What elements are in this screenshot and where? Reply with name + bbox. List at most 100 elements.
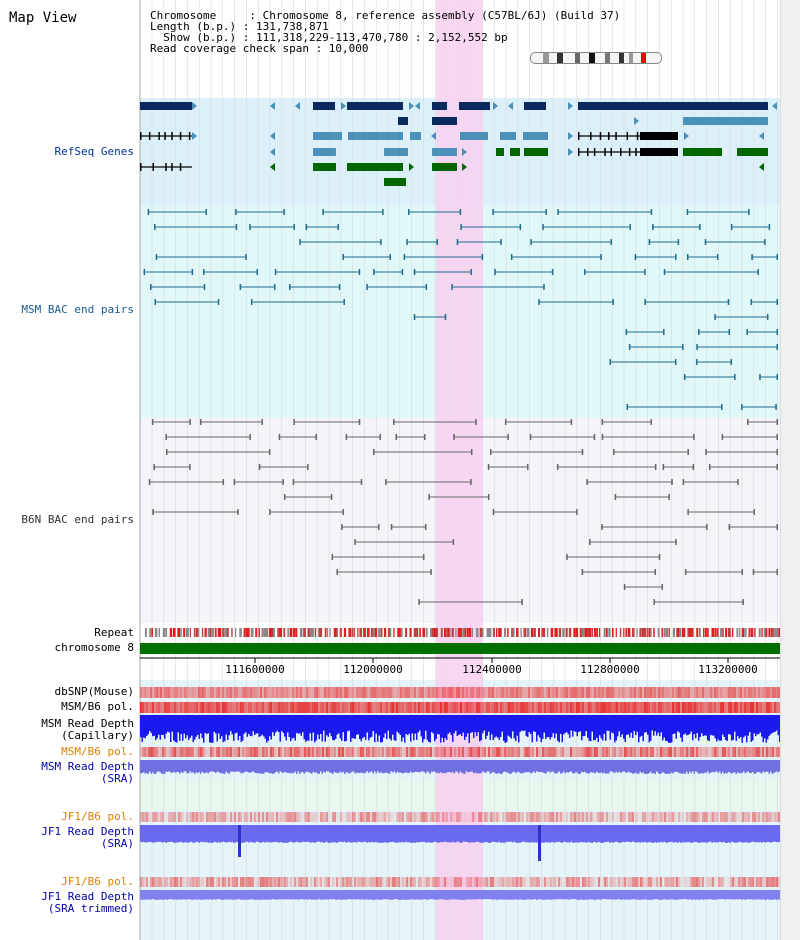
heat-cell [748,702,750,713]
bac-end [542,224,544,230]
depth-bar [390,760,392,772]
heat-cell [312,812,314,822]
depth-bar [593,890,595,900]
track-label-msm-depth-sra-1[interactable]: MSM Read Depth [41,760,134,773]
heat-cell [378,877,380,887]
track-label-chromosome[interactable]: chromosome 8 [54,641,134,654]
repeat-element [413,628,416,637]
heat-cell [608,687,610,698]
gene-exon [158,132,160,140]
depth-bar [468,715,470,743]
depth-bar [308,715,310,741]
repeat-element [224,628,227,637]
depth-bar [554,825,556,843]
depth-bar [624,760,626,772]
depth-bar [492,890,494,900]
repeat-element [543,628,546,637]
heat-cell [522,747,524,757]
depth-bar [314,760,316,773]
heat-cell [336,877,338,887]
heat-cell [450,687,452,698]
track-label-msm-b6-pol[interactable]: MSM/B6 pol. [61,700,134,713]
depth-bar [446,760,448,773]
depth-bar [369,825,371,843]
depth-bar [546,760,548,772]
depth-bar [521,825,523,843]
depth-bar [621,825,623,843]
depth-bar [296,825,298,842]
depth-bar [282,890,284,900]
heat-cell [772,812,774,822]
depth-bar [320,760,322,772]
heat-cell [240,877,242,887]
track-label-jf1-b6-pol-2[interactable]: JF1/B6 pol. [61,875,134,888]
depth-bar [468,825,470,843]
heat-cell [600,702,602,713]
heat-cell [202,687,204,698]
heat-cell [704,687,706,698]
bac-end [153,464,155,470]
depth-bar [360,890,362,900]
depth-bar [575,890,577,900]
heat-cell [634,747,636,757]
heat-cell [504,687,506,698]
heat-cell [568,812,570,822]
depth-bar [522,760,524,774]
depth-bar [672,890,674,900]
track-label-dbsnp[interactable]: dbSNP(Mouse) [54,685,134,698]
depth-bar [345,825,347,843]
gene-block [459,102,490,110]
heat-cell [394,877,396,887]
heat-cell [256,747,258,757]
gene-block [313,163,336,171]
depth-bar [677,760,679,773]
heat-cell [296,747,298,757]
track-label-b6n-bac[interactable]: B6N BAC end pairs [21,513,134,526]
heat-cell [252,747,254,757]
depth-bar [290,890,292,900]
repeat-element [372,628,376,637]
depth-bar [335,825,337,843]
repeat-element [261,628,264,637]
heat-cell [478,812,480,822]
heat-cell [268,877,270,887]
bac-end [634,254,637,260]
depth-bar [203,715,205,743]
heat-cell [602,877,604,887]
depth-bar [266,825,268,842]
track-label-jf1-b6-pol[interactable]: JF1/B6 pol. [61,810,134,823]
depth-bar [491,890,493,900]
track-label-msm-depth-cap-1[interactable]: MSM Read Depth [41,717,134,730]
depth-bar [689,715,691,735]
depth-bar [261,825,263,843]
heat-cell [456,812,458,822]
repeat-element [318,628,321,637]
bac-end [566,554,568,560]
depth-bar [465,760,467,772]
heat-cell [758,747,760,757]
track-label-jf1-depth-1[interactable]: JF1 Read Depth [41,825,134,838]
vertical-scrollbar[interactable] [780,0,800,940]
bac-end [307,464,309,470]
chromosome-ideogram[interactable] [530,52,662,64]
depth-bar [524,825,526,842]
track-label-msm-b6-pol-2[interactable]: MSM/B6 pol. [61,745,134,758]
heat-cell [692,812,694,822]
depth-bar [722,760,724,772]
track-label-msm-bac[interactable]: MSM BAC end pairs [21,303,134,316]
depth-bar [245,890,247,900]
depth-bar [630,825,632,843]
depth-bar [408,825,410,843]
depth-bar [306,760,308,772]
heat-cell [196,702,198,713]
track-label-repeat[interactable]: Repeat [94,626,134,639]
track-label-jf1-depth-trim-1[interactable]: JF1 Read Depth [41,890,134,903]
depth-bar [435,760,437,774]
heat-cell [526,687,528,698]
bac-end [601,524,603,530]
depth-bar [542,715,544,739]
heat-cell [770,812,772,822]
track-label-refseq[interactable]: RefSeq Genes [54,145,134,158]
depth-bar [434,760,436,772]
